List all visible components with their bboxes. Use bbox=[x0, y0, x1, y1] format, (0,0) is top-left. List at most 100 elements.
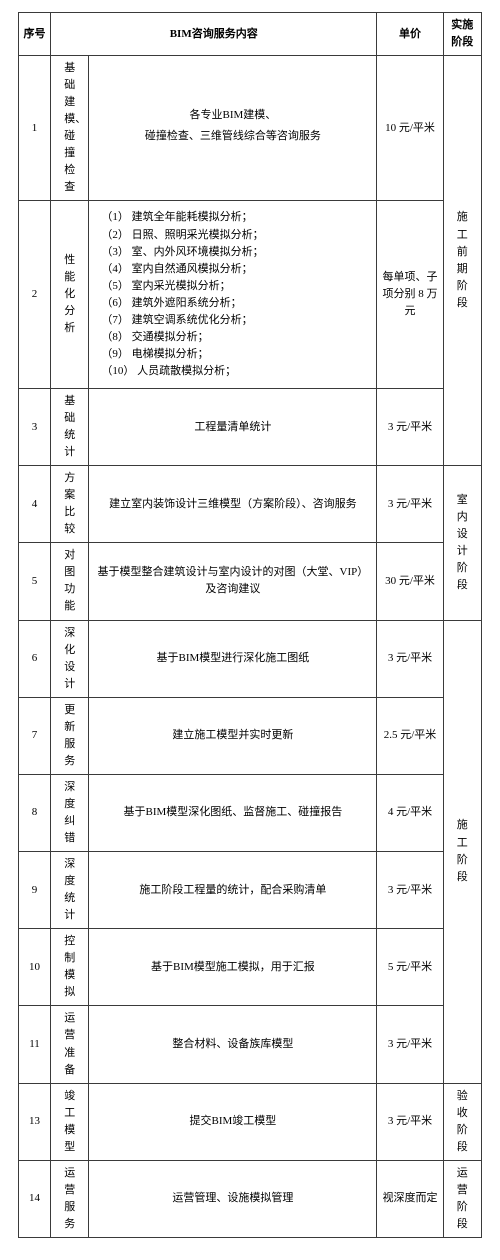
table-header-row: 序号 BIM咨询服务内容 单价 实施阶段 bbox=[19, 13, 482, 56]
stage-text: 施工前期阶段 bbox=[457, 209, 468, 311]
cat-cell: 深度纠错 bbox=[51, 774, 89, 851]
cat-text: 更新服务 bbox=[64, 702, 75, 770]
desc-cell: 建立室内装饰设计三维模型（方案阶段）、咨询服务 bbox=[89, 466, 377, 543]
table-row: 9 深度统计 施工阶段工程量的统计，配合采购清单 3 元/平米 bbox=[19, 852, 482, 929]
table-row: 13 竣工模型 提交BIM竣工模型 3 元/平米 验收阶段 bbox=[19, 1083, 482, 1160]
price-cell: 3 元/平米 bbox=[377, 1006, 443, 1083]
seq-cell: 3 bbox=[19, 388, 51, 465]
cat-cell: 更新服务 bbox=[51, 697, 89, 774]
cat-cell: 深化设计 bbox=[51, 620, 89, 697]
table-row: 2 性能化分析 （1） 建筑全年能耗模拟分析； （2） 日照、照明采光模拟分析；… bbox=[19, 201, 482, 388]
desc-cell: 基于模型整合建筑设计与室内设计的对图（大堂、VIP）及咨询建议 bbox=[89, 543, 377, 620]
price-cell: 3 元/平米 bbox=[377, 388, 443, 465]
seq-cell: 2 bbox=[19, 201, 51, 388]
cat-text: 对图功能 bbox=[64, 547, 75, 615]
seq-cell: 4 bbox=[19, 466, 51, 543]
desc-cell: 建立施工模型并实时更新 bbox=[89, 697, 377, 774]
price-cell: 3 元/平米 bbox=[377, 852, 443, 929]
desc-list-item: （5） 室内采光模拟分析； bbox=[101, 278, 366, 295]
desc-list-item: （6） 建筑外遮阳系统分析； bbox=[101, 295, 366, 312]
seq-cell: 9 bbox=[19, 852, 51, 929]
desc-cell: 各专业BIM建模、 碰撞检查、三维管线综合等咨询服务 bbox=[89, 56, 377, 201]
header-content: BIM咨询服务内容 bbox=[51, 13, 377, 56]
cat-text: 基础统计 bbox=[64, 393, 75, 461]
table-row: 3 基础统计 工程量清单统计 3 元/平米 bbox=[19, 388, 482, 465]
desc-cell: 施工阶段工程量的统计，配合采购清单 bbox=[89, 852, 377, 929]
cat-text: 控制模拟 bbox=[64, 933, 75, 1001]
header-stage: 实施阶段 bbox=[443, 13, 481, 56]
desc-cell: 提交BIM竣工模型 bbox=[89, 1083, 377, 1160]
desc-cell: 运营管理、设施模拟管理 bbox=[89, 1160, 377, 1237]
cat-cell: 对图功能 bbox=[51, 543, 89, 620]
price-cell: 10 元/平米 bbox=[377, 56, 443, 201]
cat-cell: 基础建模、碰撞检查 bbox=[51, 56, 89, 201]
seq-cell: 7 bbox=[19, 697, 51, 774]
table-row: 1 基础建模、碰撞检查 各专业BIM建模、 碰撞检查、三维管线综合等咨询服务 1… bbox=[19, 56, 482, 201]
seq-cell: 10 bbox=[19, 929, 51, 1006]
stage-cell: 运营阶段 bbox=[443, 1160, 481, 1237]
cat-text: 运营服务 bbox=[64, 1165, 75, 1233]
header-price: 单价 bbox=[377, 13, 443, 56]
desc-list-item: （10） 人员疏散模拟分析； bbox=[101, 363, 366, 380]
cat-text: 基础建模、碰撞检查 bbox=[64, 60, 75, 196]
seq-cell: 8 bbox=[19, 774, 51, 851]
desc-cell: 工程量清单统计 bbox=[89, 388, 377, 465]
cat-text: 运营准备 bbox=[64, 1010, 75, 1078]
desc-cell: 基于BIM模型深化图纸、监督施工、碰撞报告 bbox=[89, 774, 377, 851]
stage-cell: 施工前期阶段 bbox=[443, 56, 481, 466]
page: { "header": { "seq": "序号", "content": "B… bbox=[0, 0, 500, 1260]
price-cell: 3 元/平米 bbox=[377, 466, 443, 543]
price-cell: 每单项、子项分别 8 万元 bbox=[377, 201, 443, 388]
table-row: 10 控制模拟 基于BIM模型施工模拟，用于汇报 5 元/平米 bbox=[19, 929, 482, 1006]
table-row: 14 运营服务 运营管理、设施模拟管理 视深度而定 运营阶段 bbox=[19, 1160, 482, 1237]
table-row: 6 深化设计 基于BIM模型进行深化施工图纸 3 元/平米 施工阶段 bbox=[19, 620, 482, 697]
price-cell: 5 元/平米 bbox=[377, 929, 443, 1006]
table-row: 4 方案比较 建立室内装饰设计三维模型（方案阶段）、咨询服务 3 元/平米 室内… bbox=[19, 466, 482, 543]
stage-cell: 验收阶段 bbox=[443, 1083, 481, 1160]
seq-cell: 5 bbox=[19, 543, 51, 620]
cat-cell: 竣工模型 bbox=[51, 1083, 89, 1160]
cat-text: 深度统计 bbox=[64, 856, 75, 924]
desc-cell: （1） 建筑全年能耗模拟分析； （2） 日照、照明采光模拟分析； （3） 室、内… bbox=[89, 201, 377, 388]
seq-cell: 14 bbox=[19, 1160, 51, 1237]
price-cell: 3 元/平米 bbox=[377, 1083, 443, 1160]
desc-list-item: （7） 建筑空调系统优化分析； bbox=[101, 312, 366, 329]
cat-cell: 性能化分析 bbox=[51, 201, 89, 388]
cat-text: 深化设计 bbox=[64, 625, 75, 693]
desc-line-1: 各专业BIM建模、 bbox=[92, 107, 373, 124]
stage-text: 施工阶段 bbox=[457, 817, 468, 885]
cat-cell: 控制模拟 bbox=[51, 929, 89, 1006]
price-cell: 4 元/平米 bbox=[377, 774, 443, 851]
seq-cell: 1 bbox=[19, 56, 51, 201]
cat-text: 竣工模型 bbox=[64, 1088, 75, 1156]
desc-list-item: （2） 日照、照明采光模拟分析； bbox=[101, 227, 366, 244]
cat-cell: 方案比较 bbox=[51, 466, 89, 543]
stage-cell: 施工阶段 bbox=[443, 620, 481, 1083]
desc-line-2: 碰撞检查、三维管线综合等咨询服务 bbox=[92, 128, 373, 145]
desc-list-item: （1） 建筑全年能耗模拟分析； bbox=[101, 209, 366, 226]
seq-cell: 13 bbox=[19, 1083, 51, 1160]
seq-cell: 6 bbox=[19, 620, 51, 697]
price-cell: 30 元/平米 bbox=[377, 543, 443, 620]
table-row: 7 更新服务 建立施工模型并实时更新 2.5 元/平米 bbox=[19, 697, 482, 774]
bim-service-table: 序号 BIM咨询服务内容 单价 实施阶段 1 基础建模、碰撞检查 各专业BIM建… bbox=[18, 12, 482, 1238]
cat-text: 性能化分析 bbox=[64, 252, 75, 337]
desc-list-item: （3） 室、内外风环境模拟分析； bbox=[101, 244, 366, 261]
desc-list-item: （9） 电梯模拟分析； bbox=[101, 346, 366, 363]
desc-cell: 基于BIM模型施工模拟，用于汇报 bbox=[89, 929, 377, 1006]
stage-text: 运营阶段 bbox=[457, 1165, 468, 1233]
price-cell: 2.5 元/平米 bbox=[377, 697, 443, 774]
stage-cell: 室内设计阶段 bbox=[443, 466, 481, 620]
desc-list-item: （4） 室内自然通风模拟分析； bbox=[101, 261, 366, 278]
seq-cell: 11 bbox=[19, 1006, 51, 1083]
stage-text: 验收阶段 bbox=[457, 1088, 468, 1156]
header-seq: 序号 bbox=[19, 13, 51, 56]
price-cell: 视深度而定 bbox=[377, 1160, 443, 1237]
cat-cell: 运营服务 bbox=[51, 1160, 89, 1237]
table-row: 8 深度纠错 基于BIM模型深化图纸、监督施工、碰撞报告 4 元/平米 bbox=[19, 774, 482, 851]
cat-text: 深度纠错 bbox=[64, 779, 75, 847]
table-row: 11 运营准备 整合材料、设备族库模型 3 元/平米 bbox=[19, 1006, 482, 1083]
desc-list-item: （8） 交通模拟分析； bbox=[101, 329, 366, 346]
table-row: 5 对图功能 基于模型整合建筑设计与室内设计的对图（大堂、VIP）及咨询建议 3… bbox=[19, 543, 482, 620]
desc-cell: 整合材料、设备族库模型 bbox=[89, 1006, 377, 1083]
